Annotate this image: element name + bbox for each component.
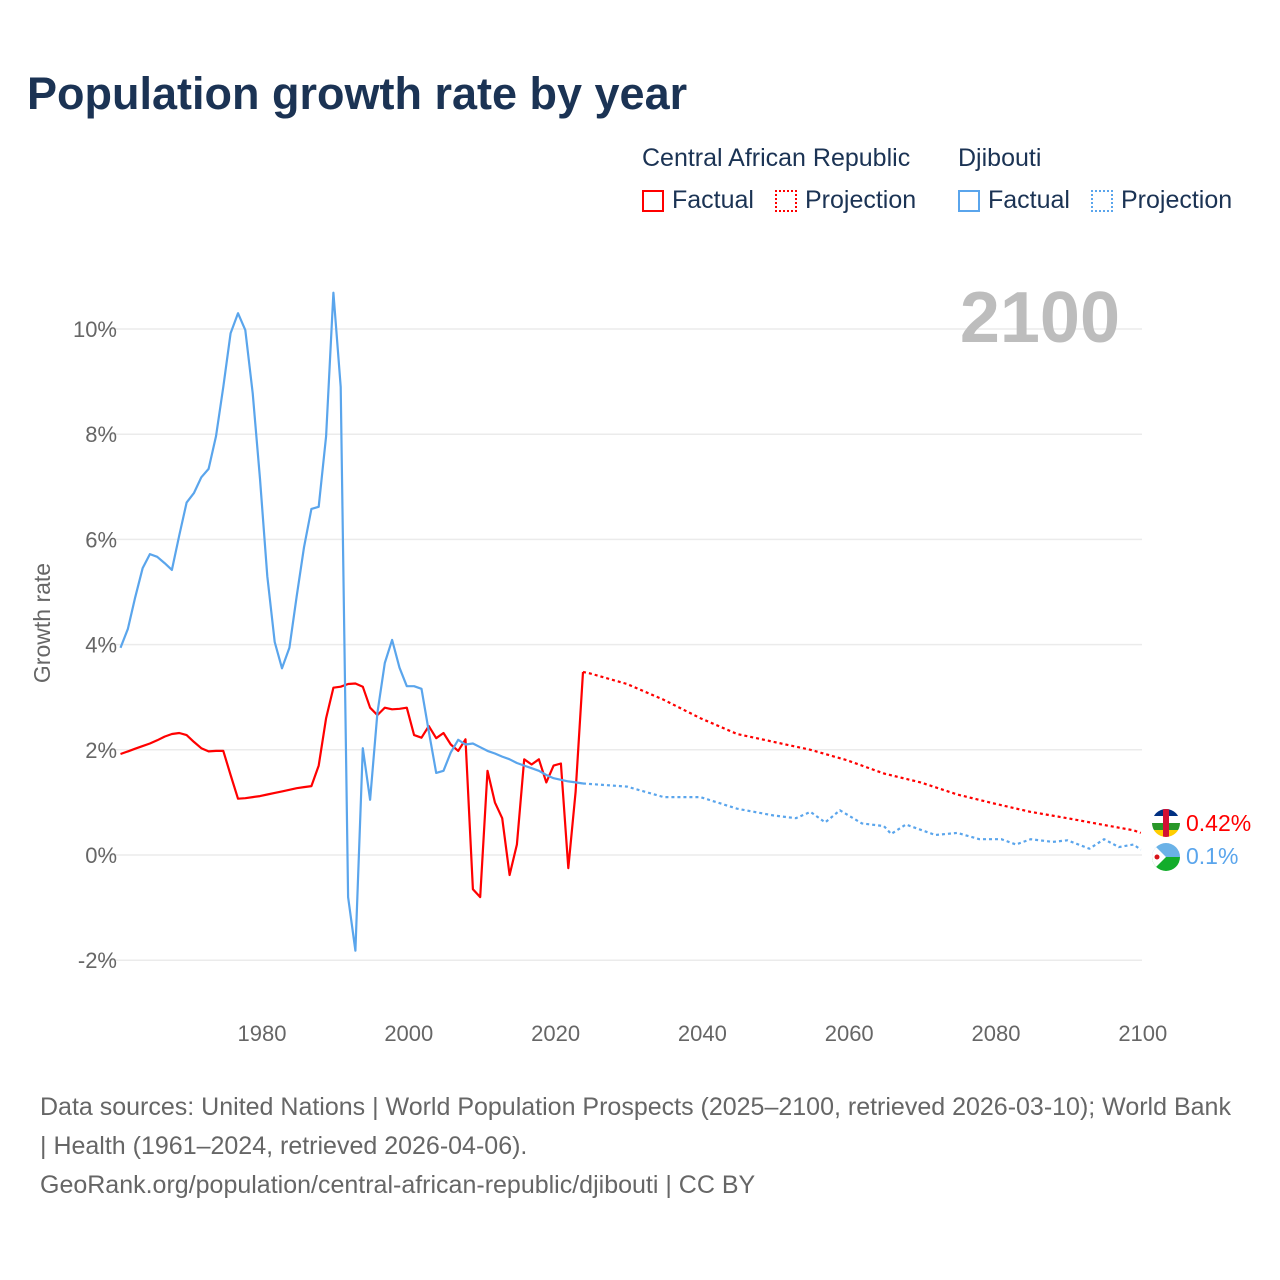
legend-car-projection[interactable]: Projection bbox=[775, 186, 916, 215]
legend-label: Factual bbox=[988, 186, 1070, 214]
car-end-value: 0.42% bbox=[1186, 810, 1251, 836]
series-line-3 bbox=[582, 782, 1142, 851]
data-sources: Data sources: United Nations | World Pop… bbox=[40, 1093, 1231, 1160]
series-line-2 bbox=[119, 291, 584, 952]
x-tick-label: 2020 bbox=[531, 1021, 580, 1046]
legend-label: Projection bbox=[1121, 186, 1233, 214]
car-flag-icon bbox=[1152, 809, 1180, 837]
legend-group-car: Central African Republic bbox=[642, 144, 911, 172]
legend-label: Projection bbox=[805, 186, 917, 214]
x-tick-label: 2080 bbox=[972, 1021, 1021, 1046]
chart-title: Population growth rate by year bbox=[27, 68, 688, 119]
series-line-0 bbox=[120, 671, 585, 899]
legend-swatch-dotted-blue bbox=[1091, 190, 1113, 212]
y-tick-label: 6% bbox=[85, 527, 117, 552]
y-tick-label: -2% bbox=[78, 948, 117, 973]
footer: Data sources: United Nations | World Pop… bbox=[40, 1088, 1240, 1205]
y-tick-label: 0% bbox=[85, 843, 117, 868]
legend-djibouti-factual[interactable]: Factual bbox=[958, 186, 1070, 215]
djibouti-end-value: 0.1% bbox=[1186, 843, 1238, 869]
legend-label: Factual bbox=[672, 186, 754, 214]
legend-swatch-dotted-red bbox=[775, 190, 797, 212]
x-tick-label: 2060 bbox=[825, 1021, 874, 1046]
legend-djibouti-projection[interactable]: Projection bbox=[1091, 186, 1232, 215]
djibouti-flag-icon bbox=[1152, 843, 1180, 871]
x-tick-label: 1980 bbox=[238, 1021, 287, 1046]
x-tick-label: 2000 bbox=[384, 1021, 433, 1046]
legend-group-djibouti: Djibouti bbox=[958, 144, 1042, 172]
legend-swatch-solid-blue bbox=[958, 190, 980, 212]
legend-swatch-solid-red bbox=[642, 190, 664, 212]
legend-car-factual[interactable]: Factual bbox=[642, 186, 754, 215]
series-line-1 bbox=[582, 670, 1142, 834]
year-watermark: 2100 bbox=[960, 278, 1120, 358]
y-tick-label: 2% bbox=[85, 738, 117, 763]
x-tick-label: 2040 bbox=[678, 1021, 727, 1046]
y-tick-label: 4% bbox=[85, 633, 117, 658]
y-axis-label: Growth rate bbox=[29, 563, 55, 683]
y-tick-label: 10% bbox=[73, 317, 117, 342]
y-tick-label: 8% bbox=[85, 422, 117, 447]
x-tick-label: 2100 bbox=[1118, 1021, 1167, 1046]
source-url[interactable]: GeoRank.org/population/central-african-r… bbox=[40, 1171, 756, 1199]
